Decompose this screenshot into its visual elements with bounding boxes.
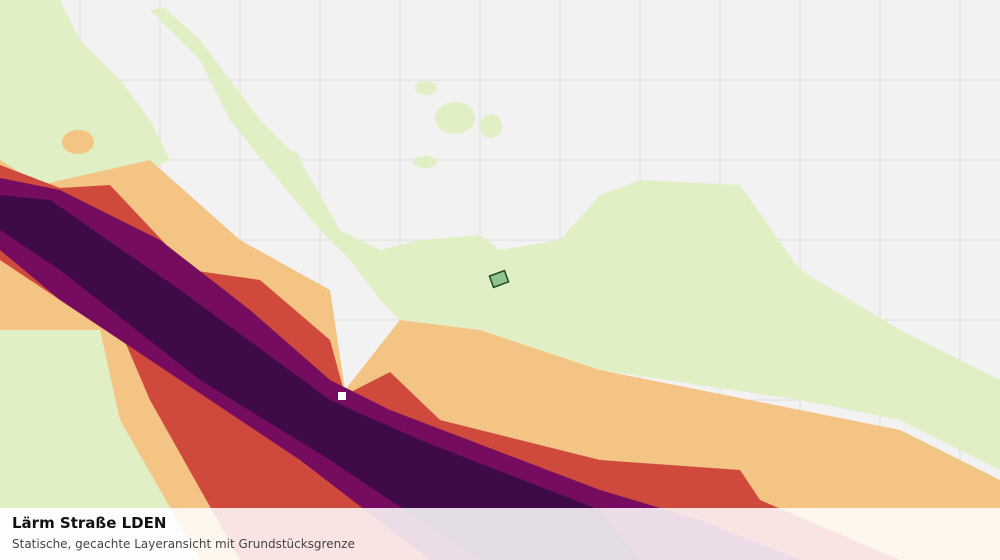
green-zones — [0, 0, 1000, 508]
noise-zone-65 — [0, 178, 800, 560]
caption-subtitle: Statische, gecachte Layeransicht mit Gru… — [12, 537, 355, 551]
noise-zone-60 — [0, 165, 900, 560]
gap-marker — [338, 392, 346, 400]
noise-zone-55-spot — [62, 130, 94, 154]
parcel-boundary[interactable] — [488, 269, 510, 289]
caption-title: Lärm Straße LDEN — [12, 514, 166, 532]
caption-panel — [0, 508, 1000, 560]
noise-zone-70 — [0, 195, 640, 560]
